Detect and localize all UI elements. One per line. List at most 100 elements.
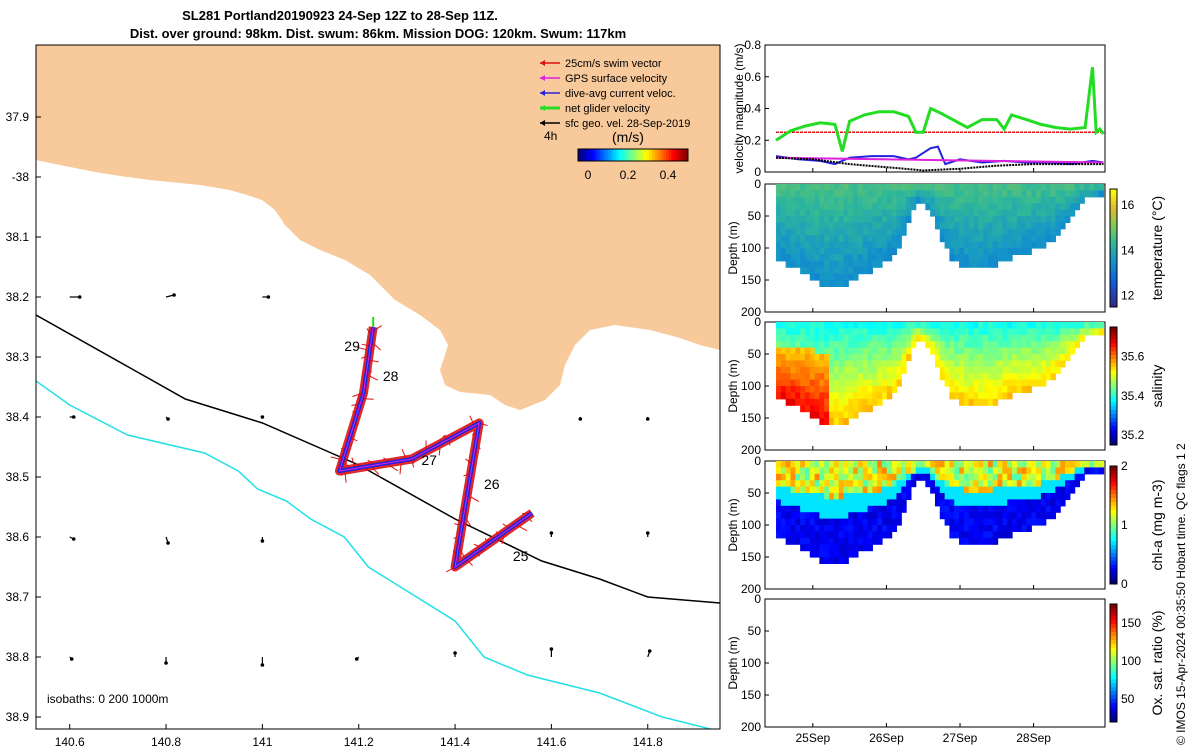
- cell-salinity-47-10: [1002, 386, 1008, 393]
- cell-temperature-46-9: [997, 241, 1003, 249]
- velocity-ylabel: velocity magnitude (m/s): [732, 43, 746, 173]
- cell-salinity-46-0: [997, 322, 1003, 329]
- cell-chl-a-1-9: [780, 518, 787, 526]
- cell-chl-a-0-2: [776, 473, 782, 481]
- cell-chl-a-23-6: [886, 499, 893, 507]
- cell-temperature-13-5: [838, 216, 845, 223]
- cell-salinity-18-2: [862, 334, 869, 342]
- cell-temperature-1-7: [780, 228, 787, 236]
- cell-temperature-6-5: [804, 216, 811, 223]
- cell-chl-a-45-0: [992, 461, 999, 468]
- ytick-label-oxygen-4: 200: [741, 720, 761, 734]
- cbar-cell-chl-a-4: [1110, 564, 1117, 569]
- cell-chl-a-47-8: [1002, 512, 1008, 520]
- ylabel-chl-a: Depth (m): [726, 498, 740, 551]
- cell-temperature-15-14: [848, 273, 854, 281]
- cell-salinity-36-4: [949, 347, 955, 355]
- cell-temperature-56-1: [1045, 190, 1052, 198]
- ytick-label-chl-a-3: 150: [741, 550, 761, 564]
- cell-chl-a-55-5: [1040, 493, 1047, 500]
- cell-salinity-9-13: [819, 405, 825, 413]
- cell-temperature-1-9: [780, 241, 787, 249]
- cell-chl-a-47-9: [1002, 518, 1008, 526]
- cell-salinity-25-3: [896, 341, 902, 349]
- cell-salinity-14-14: [843, 411, 849, 419]
- cell-salinity-11-8: [829, 373, 835, 381]
- cell-salinity-51-9: [1021, 379, 1028, 387]
- cell-temperature-11-0: [829, 184, 835, 191]
- cell-temperature-11-9: [829, 241, 835, 249]
- cell-salinity-6-12: [804, 398, 811, 406]
- cell-chl-a-57-7: [1050, 505, 1056, 513]
- cell-salinity-48-3: [1007, 341, 1013, 349]
- cell-salinity-14-8: [843, 373, 849, 381]
- cell-salinity-3-5: [790, 354, 796, 361]
- cell-chl-a-35-2: [944, 473, 951, 481]
- cell-chl-a-23-2: [886, 473, 893, 481]
- cell-temperature-45-12: [992, 260, 999, 268]
- cell-chl-a-32-0: [930, 461, 936, 468]
- cell-chl-a-6-8: [804, 512, 811, 520]
- cell-chl-a-63-0: [1079, 461, 1085, 468]
- cell-temperature-13-4: [838, 209, 845, 217]
- cell-chl-a-53-9: [1031, 518, 1037, 526]
- cell-temperature-4-5: [795, 216, 801, 223]
- cell-temperature-0-10: [776, 248, 782, 255]
- cell-temperature-24-7: [891, 228, 898, 236]
- cell-chl-a-15-2: [848, 473, 854, 481]
- cell-temperature-47-9: [1002, 241, 1008, 249]
- cell-temperature-22-6: [881, 222, 888, 230]
- cell-salinity-42-5: [978, 354, 984, 361]
- cell-chl-a-49-9: [1012, 518, 1018, 526]
- cell-salinity-57-8: [1050, 373, 1056, 381]
- cell-chl-a-19-1: [867, 467, 873, 475]
- cell-temperature-43-6: [983, 222, 989, 230]
- cell-salinity-24-0: [891, 322, 898, 329]
- cell-chl-a-4-3: [795, 480, 801, 488]
- cbar-cell-oxygen-14: [1110, 663, 1117, 668]
- cell-chl-a-40-9: [968, 518, 975, 526]
- cell-chl-a-24-9: [891, 518, 898, 526]
- cell-chl-a-14-3: [843, 480, 849, 488]
- cell-salinity-43-0: [983, 322, 989, 329]
- swim-vector-4-2: [330, 456, 344, 461]
- cell-temperature-4-6: [795, 222, 801, 230]
- cell-chl-a-12-11: [833, 531, 840, 539]
- cell-chl-a-48-4: [1007, 486, 1013, 494]
- cbar-cell-salinity-12: [1110, 393, 1117, 399]
- cell-temperature-21-5: [877, 216, 883, 223]
- cell-salinity-34-4: [939, 347, 946, 355]
- cell-chl-a-56-2: [1045, 473, 1052, 481]
- cell-chl-a-9-4: [819, 486, 825, 494]
- cell-salinity-20-8: [872, 373, 878, 381]
- cell-temperature-5-7: [800, 228, 806, 236]
- cell-salinity-36-10: [949, 386, 955, 393]
- cell-salinity-42-4: [978, 347, 984, 355]
- cell-chl-a-11-0: [829, 461, 835, 468]
- cell-temperature-6-6: [804, 222, 811, 230]
- cell-chl-a-51-8: [1021, 512, 1028, 520]
- isobath-1000m: [36, 380, 711, 729]
- cbar-cell-chl-a-2: [1110, 572, 1117, 577]
- colorbar-cell-2: [583, 149, 587, 161]
- cell-chl-a-1-0: [780, 461, 787, 468]
- cell-salinity-10-11: [824, 392, 830, 400]
- cell-temperature-12-5: [833, 216, 840, 223]
- cbar-cell-temperature-28: [1110, 192, 1117, 198]
- cell-chl-a-60-5: [1065, 493, 1071, 500]
- cell-salinity-60-2: [1065, 334, 1071, 342]
- cell-salinity-5-12: [800, 398, 806, 406]
- cell-temperature-8-13: [814, 267, 820, 275]
- cell-salinity-51-0: [1021, 322, 1028, 329]
- cell-chl-a-54-8: [1036, 512, 1042, 520]
- cell-chl-a-55-0: [1040, 461, 1047, 468]
- time-tick-label-0: 25Sep: [795, 731, 830, 745]
- cell-temperature-42-1: [978, 190, 984, 198]
- cell-chl-a-50-7: [1016, 505, 1023, 513]
- cbar-cell-oxygen-23: [1110, 627, 1117, 633]
- cell-temperature-18-4: [862, 209, 869, 217]
- cell-salinity-16-11: [853, 392, 859, 400]
- cell-salinity-53-2: [1031, 334, 1037, 342]
